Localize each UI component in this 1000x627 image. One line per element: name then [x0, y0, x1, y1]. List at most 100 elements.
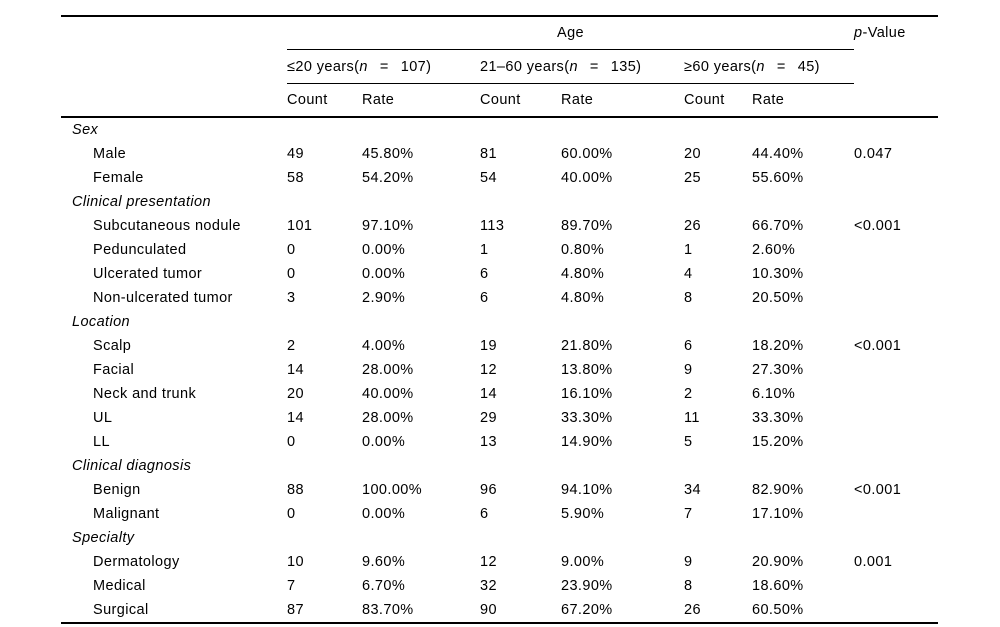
cell-count-21-60 — [480, 310, 561, 334]
group-text: ≤20 years( — [287, 58, 360, 75]
row-label: Sex — [61, 116, 287, 142]
rate-header-3: Rate — [752, 83, 854, 117]
row-label: Surgical — [61, 598, 287, 624]
cell-rate-21-60: 4.80% — [561, 290, 605, 306]
cell-rate-over-60: 15.20% — [752, 434, 804, 450]
table-row: Specialty — [61, 526, 938, 550]
count-header-3: Count — [684, 83, 752, 117]
cell-count-over-60: 9 — [684, 362, 693, 378]
cell-p-value — [854, 406, 938, 430]
cell-count-21-60: 90 — [480, 598, 561, 624]
cell-count-over-60: 6 — [684, 338, 693, 354]
table-row: Subcutaneous nodule 101 97.10% 113 89.70… — [61, 214, 938, 238]
cell-count-under-20 — [287, 454, 362, 478]
cell-rate-under-20: 0.00% — [362, 242, 406, 258]
cell-count-under-20: 58 — [287, 170, 304, 186]
cell-rate-21-60: 0.80% — [561, 242, 605, 258]
cell-rate-over-60: 33.30% — [752, 410, 804, 426]
cell-count-over-60: 8 — [684, 290, 693, 306]
cell-rate-over-60: 10.30% — [752, 266, 804, 282]
cell-count-under-20: 87 — [287, 598, 362, 624]
cell-count-21-60: 1 — [480, 242, 489, 258]
cell-rate-under-20: 0.00% — [362, 506, 406, 522]
cell-p-value — [854, 430, 938, 454]
age-group-over-60: ≥60 years(n = 45) — [684, 49, 854, 84]
table-row: Dermatology 10 9.60% 12 9.00% 9 20.90% 0… — [61, 550, 938, 574]
cell-rate-21-60: 89.70% — [561, 218, 613, 234]
age-group-under-20: ≤20 years(n = 107) — [287, 49, 480, 84]
cell-rate-under-20 — [362, 310, 480, 334]
cell-count-under-20: 0 — [287, 434, 296, 450]
table-row: Female 58 54.20% 54 40.00% 25 55.60% — [61, 166, 938, 190]
cell-rate-over-60 — [752, 190, 854, 214]
cell-count-under-20: 0 — [287, 266, 296, 282]
cell-rate-under-20: 0.00% — [362, 434, 406, 450]
cell-rate-21-60: 14.90% — [561, 434, 613, 450]
cell-rate-21-60 — [561, 454, 684, 478]
row-label: Male — [93, 146, 127, 162]
cell-p-value — [854, 190, 938, 214]
cell-count-21-60 — [480, 116, 561, 142]
cell-rate-under-20: 83.70% — [362, 598, 480, 624]
group-n: 135) — [610, 58, 642, 75]
table-body: Sex Male 49 45.80% 81 60.00% 20 44.40% 0… — [61, 116, 938, 624]
cell-p-value: <0.001 — [854, 482, 902, 498]
cell-p-value — [854, 166, 938, 190]
cell-p-value — [854, 310, 938, 334]
cell-rate-over-60: 55.60% — [752, 170, 804, 186]
cell-rate-over-60 — [752, 526, 854, 550]
cell-count-21-60: 19 — [480, 338, 497, 354]
table-row: Medical 7 6.70% 32 23.90% 8 18.60% — [61, 574, 938, 598]
cell-p-value — [854, 574, 938, 598]
cell-count-over-60 — [684, 116, 752, 142]
n-italic: n — [359, 58, 368, 75]
age-header: Age — [287, 15, 854, 50]
table-row: Pedunculated 0 0.00% 1 0.80% 1 2.60% — [61, 238, 938, 262]
cell-count-21-60: 81 — [480, 146, 497, 162]
cell-count-over-60: 8 — [684, 578, 693, 594]
cell-count-over-60: 25 — [684, 170, 701, 186]
cell-count-over-60 — [684, 526, 752, 550]
cell-rate-under-20 — [362, 526, 480, 550]
table-row: LL 0 0.00% 13 14.90% 5 15.20% — [61, 430, 938, 454]
cell-p-value — [854, 382, 938, 406]
table-row: Surgical 87 83.70% 90 67.20% 26 60.50% — [61, 598, 938, 624]
cell-rate-under-20: 28.00% — [362, 362, 414, 378]
cell-p-value — [854, 454, 938, 478]
cell-count-under-20 — [287, 116, 362, 142]
cell-p-value — [854, 358, 938, 382]
cell-count-over-60: 5 — [684, 434, 693, 450]
cell-rate-over-60: 82.90% — [752, 482, 804, 498]
row-label: Clinical presentation — [72, 194, 211, 210]
cell-count-under-20: 14 — [287, 410, 304, 426]
cell-rate-21-60 — [561, 116, 684, 142]
cell-count-over-60: 1 — [684, 242, 693, 258]
table-row: Scalp 2 4.00% 19 21.80% 6 18.20% <0.001 — [61, 334, 938, 358]
n-italic: n — [569, 58, 578, 75]
table-row: Male 49 45.80% 81 60.00% 20 44.40% 0.047 — [61, 142, 938, 166]
cell-count-over-60: 20 — [684, 146, 701, 162]
cell-rate-21-60: 9.00% — [561, 554, 605, 570]
row-label: UL — [93, 410, 113, 426]
cell-p-value — [854, 262, 938, 286]
cell-rate-21-60: 33.30% — [561, 410, 613, 426]
cell-count-under-20: 0 — [287, 242, 296, 258]
p-value-italic: p — [854, 25, 863, 42]
cell-rate-under-20: 100.00% — [362, 482, 423, 498]
row-label: Clinical diagnosis — [72, 458, 192, 474]
table-row: Neck and trunk 20 40.00% 14 16.10% 2 6.1… — [61, 382, 938, 406]
cell-rate-21-60: 13.80% — [561, 362, 613, 378]
cell-count-under-20: 88 — [287, 482, 304, 498]
cell-rate-21-60: 60.00% — [561, 146, 613, 162]
cell-rate-21-60: 16.10% — [561, 386, 613, 402]
header-spacer — [61, 50, 287, 84]
cell-count-21-60: 12 — [480, 362, 497, 378]
cell-rate-over-60: 17.10% — [752, 506, 804, 522]
cell-p-value: 0.047 — [854, 146, 893, 162]
table-row: Malignant 0 0.00% 6 5.90% 7 17.10% — [61, 502, 938, 526]
count-header-1: Count — [287, 83, 362, 117]
cell-count-21-60: 13 — [480, 434, 497, 450]
row-label: Dermatology — [93, 554, 180, 570]
table-row: Benign 88 100.00% 96 94.10% 34 82.90% <0… — [61, 478, 938, 502]
cell-count-over-60: 26 — [684, 218, 701, 234]
